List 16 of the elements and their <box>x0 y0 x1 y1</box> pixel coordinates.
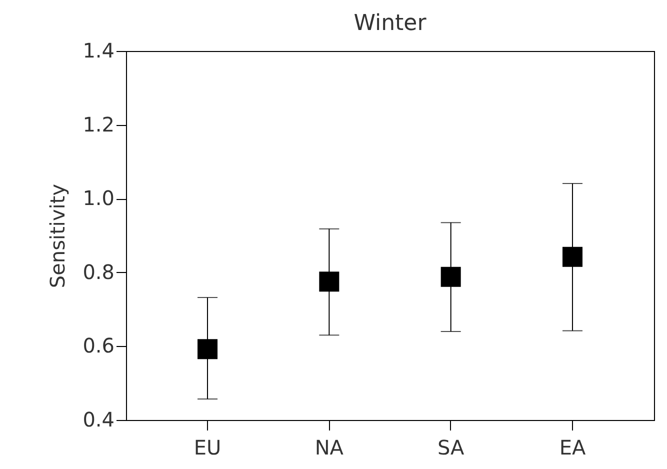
point <box>198 339 218 360</box>
point <box>562 246 582 267</box>
y-tick-label: 1.0 <box>82 186 114 210</box>
y-tick-label: 0.6 <box>82 334 114 358</box>
x-tick-label: NA <box>314 436 344 460</box>
x-tick-label: EA <box>559 436 586 460</box>
y-tick-label: 1.4 <box>82 38 114 62</box>
x-tick-label: EU <box>194 436 222 460</box>
y-axis-title: Sensitivity <box>46 184 70 288</box>
point <box>440 266 461 287</box>
y-tick-label: 1.2 <box>82 112 114 136</box>
chart-title: Winter <box>354 11 428 36</box>
x-tick-label: SA <box>437 436 465 460</box>
y-tick-label: 0.8 <box>82 260 114 284</box>
y-tick-label: 0.4 <box>82 408 114 432</box>
point <box>319 272 340 292</box>
